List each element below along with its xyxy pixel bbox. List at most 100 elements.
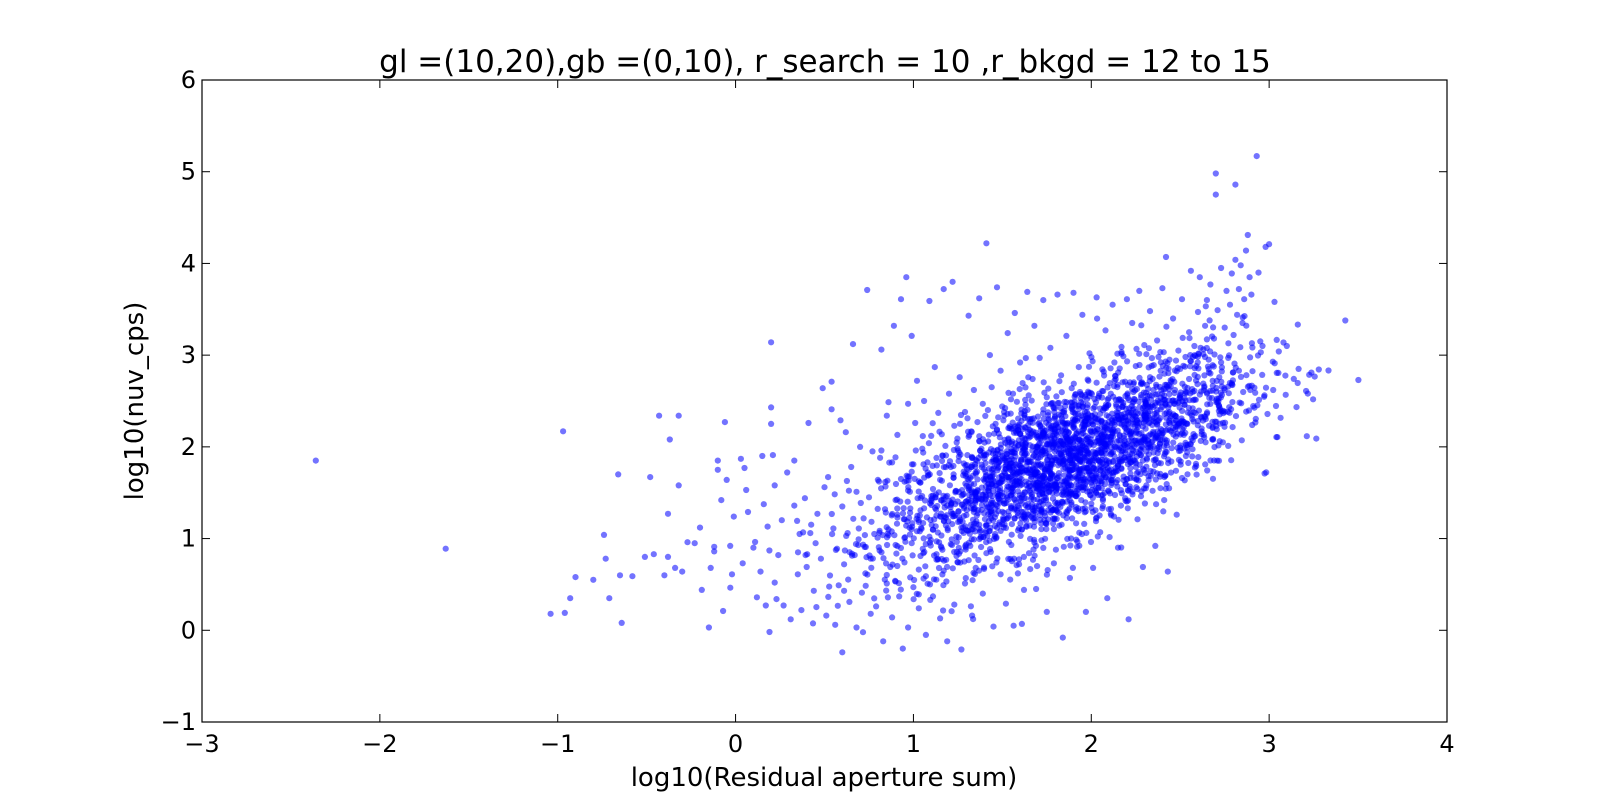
data-point [926,533,933,540]
data-point [1079,311,1086,318]
data-point [1262,384,1270,391]
data-point [1000,417,1007,424]
data-point [1078,422,1086,430]
data-point [938,555,945,563]
data-point [775,552,782,559]
data-point [1038,526,1045,533]
data-point [1013,562,1020,569]
data-point [727,542,734,550]
data-point [1162,472,1169,479]
data-point [1030,523,1038,530]
data-point [986,473,994,480]
data-point [1163,323,1170,330]
data-point [1184,471,1191,478]
data-point [1043,490,1050,497]
data-point [1086,393,1093,400]
data-point [616,572,624,579]
data-point [705,624,713,631]
data-point [757,568,764,575]
data-point [1181,363,1189,370]
data-point [1048,400,1055,407]
data-point [1040,544,1047,552]
data-point [837,417,844,424]
data-point [1139,563,1146,571]
data-point [1185,459,1192,467]
data-point [1125,423,1132,430]
data-point [1014,488,1022,495]
data-point [1150,386,1157,394]
data-point [980,564,988,571]
data-point [853,488,860,495]
data-point [1038,506,1045,513]
data-point [887,563,894,571]
data-point [891,532,898,539]
data-point [1007,396,1015,403]
data-point [1090,465,1097,472]
data-point [666,436,673,443]
data-point [1172,357,1180,364]
data-point [1106,458,1113,465]
data-point [927,516,934,524]
data-point [845,487,853,494]
data-point [939,546,946,553]
data-point [1014,478,1022,485]
data-point [981,465,988,473]
data-point [1020,446,1027,453]
data-point [954,498,961,505]
data-point [1041,468,1049,475]
data-point [1084,401,1091,408]
data-point [921,497,929,504]
data-point [798,607,805,614]
data-point [1247,354,1254,361]
data-point [940,286,947,293]
data-point [1050,526,1057,533]
data-point [1148,439,1155,446]
data-point [641,553,649,561]
data-point [1084,464,1091,472]
data-point [1070,289,1077,296]
data-point [1118,448,1125,455]
data-point [1039,410,1047,417]
data-point [1073,536,1080,543]
data-point [1015,423,1022,430]
data-point [926,581,934,588]
data-point [1179,334,1186,341]
data-point [1152,391,1159,398]
data-point [915,518,922,526]
data-point [1036,462,1044,469]
data-point [877,454,884,461]
data-point [967,521,975,528]
data-point [1001,408,1008,416]
data-point [1107,510,1114,517]
data-point [828,510,835,518]
data-point [878,346,885,353]
data-point [971,570,979,578]
data-point [915,605,922,612]
data-point [1075,445,1082,452]
y-tick-label: −1 [161,708,196,736]
data-point [821,484,828,491]
data-point [849,341,857,348]
data-point [1011,457,1018,464]
data-point [1055,399,1062,406]
data-point [1013,398,1021,405]
data-point [1167,469,1175,476]
data-point [1202,439,1209,446]
data-point [1228,457,1235,464]
data-point [1152,476,1159,483]
data-point [867,610,874,617]
data-point [1130,474,1138,482]
data-point [1207,400,1214,407]
data-point [730,513,737,520]
data-point [1005,512,1013,519]
data-point [910,535,917,542]
data-point [894,505,901,512]
data-point [1157,485,1164,492]
data-point [944,502,951,509]
data-point [996,434,1003,441]
data-point [958,492,965,499]
data-point [1237,373,1245,380]
data-point [1044,507,1052,514]
data-point [1122,495,1129,502]
